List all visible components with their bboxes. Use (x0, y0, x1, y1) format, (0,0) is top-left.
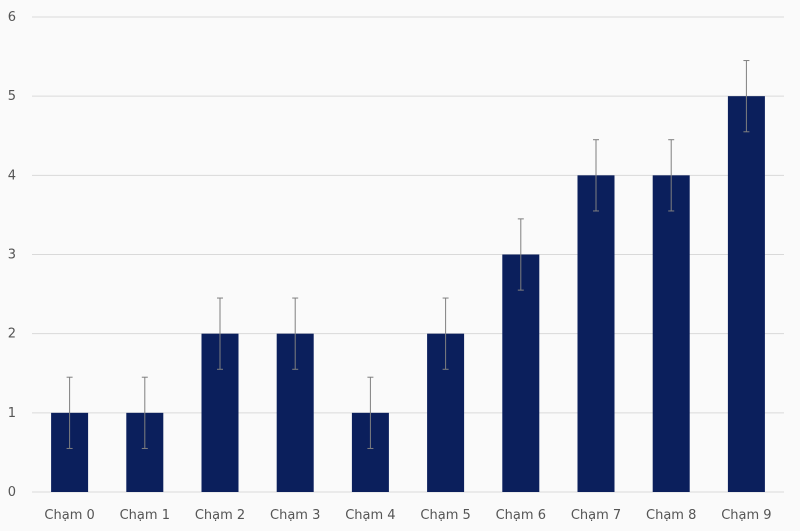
x-category-label: Chạm 8 (646, 508, 696, 523)
y-tick-label: 6 (8, 10, 16, 25)
x-category-label: Chạm 4 (345, 508, 395, 523)
error-bar (668, 139, 675, 212)
x-category-label: Chạm 6 (496, 508, 546, 523)
x-category-label: Chạm 5 (420, 508, 470, 523)
x-axis-category-labels: Chạm 0 Chạm 1 Chạm 2 Chạm 3 Chạm 4 Chạm 5 Chạm… (44, 508, 771, 523)
error-bar (367, 376, 374, 449)
error-bar (141, 376, 148, 449)
error-bar (743, 60, 750, 133)
y-tick-label: 0 (8, 485, 16, 500)
bar (652, 175, 690, 493)
error-bar (517, 218, 524, 291)
bar (577, 175, 615, 493)
x-category-label: Chạm 9 (721, 508, 771, 523)
bars (51, 96, 765, 493)
y-tick-label: 1 (8, 406, 16, 421)
error-bar (217, 297, 223, 370)
y-tick-label: 4 (8, 168, 16, 183)
error-bar (292, 297, 299, 370)
bar (727, 96, 765, 493)
y-tick-label: 5 (8, 89, 16, 104)
x-category-label: Chạm 3 (270, 508, 320, 523)
y-tick-label: 3 (8, 248, 16, 263)
x-category-label: Chạm 1 (120, 508, 170, 523)
x-category-label: Chạm 2 (195, 508, 245, 523)
x-category-label: Chạm 7 (571, 508, 621, 523)
y-axis-tick-labels: 0 1 2 3 4 5 6 (8, 10, 16, 500)
bar (502, 254, 540, 492)
x-category-label: Chạm 0 (44, 508, 94, 523)
error-bars (66, 60, 750, 449)
y-tick-label: 2 (8, 327, 16, 342)
error-bar (66, 376, 73, 449)
error-bar (593, 139, 599, 212)
error-bar (442, 297, 449, 370)
